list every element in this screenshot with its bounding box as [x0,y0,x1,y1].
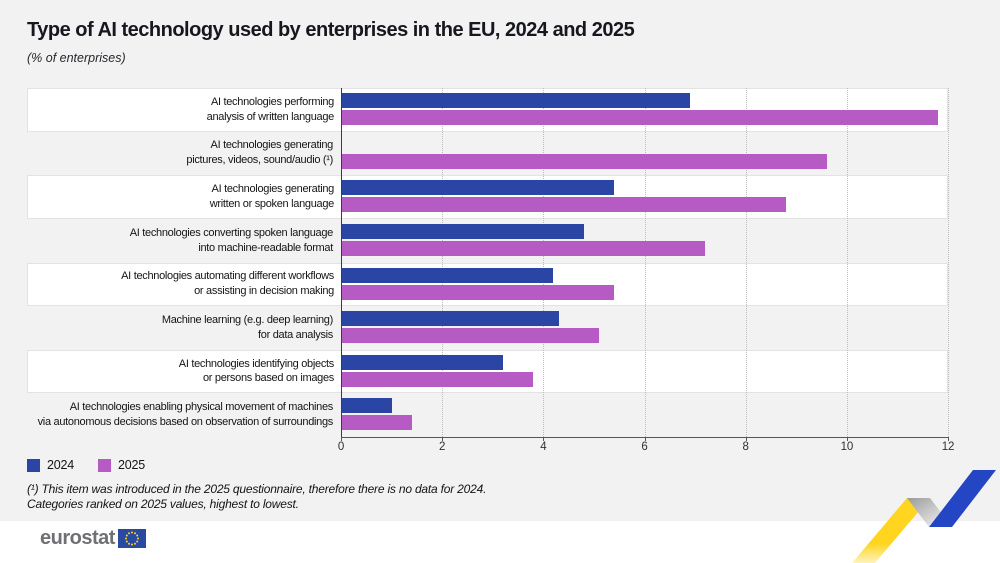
bar-2024 [341,223,584,239]
footer-strip [0,521,1000,563]
bar-2024 [341,180,615,196]
axis-tick [543,437,545,441]
legend-swatch-2025 [98,458,112,472]
bar-2025 [341,110,938,125]
bar-chart: AI technologies performing analysis of wr… [27,88,954,453]
axis-tick [442,437,444,441]
gridline [948,88,949,437]
axis-tick [644,437,646,441]
y-axis-line [341,88,342,437]
legend: 2024 2025 [27,458,145,472]
gridline [543,88,545,437]
gridline [644,88,646,437]
category-label: AI technologies generating written or spo… [209,183,335,211]
x-tick-label: 8 [742,441,749,453]
bar-2025 [341,371,534,387]
bar-2025 [341,328,599,344]
axis-tick [846,437,848,441]
bar-2025 [341,415,412,431]
trend-ribbon-icon [852,470,996,563]
x-tick-label: 6 [641,441,648,453]
eu-flag-icon [117,529,146,548]
bar-2025 [341,153,827,169]
gridline [846,88,848,437]
bar-2025 [341,284,615,300]
x-tick-label: 10 [840,441,854,453]
legend-label: 2024 [47,458,75,472]
category-row: AI technologies generating pictures, vide… [27,132,948,176]
category-label: AI technologies converting spoken langua… [129,226,334,254]
page-subtitle: (% of enterprises) [27,51,126,65]
category-label: AI technologies performing analysis of wr… [206,95,335,123]
axis-tick [341,437,342,441]
eu-flag-stars [124,531,139,546]
bar-2024 [341,93,691,108]
legend-item-2024: 2024 [27,458,74,472]
x-tick-label: 4 [540,441,547,453]
category-row: AI technologies converting spoken langua… [27,219,948,263]
axis-tick [948,437,949,441]
footnote-1: (¹) This item was introduced in the 2025… [27,482,487,496]
category-row: Machine learning (e.g. deep learning) for… [27,306,948,350]
legend-label: 2025 [118,458,146,472]
bar-2025 [341,240,706,256]
bar-2025 [341,197,787,213]
bar-2024 [341,398,392,414]
x-tick-label: 0 [337,441,345,453]
category-label: AI technologies automating different wor… [121,270,334,298]
category-label: AI technologies enabling physical moveme… [37,401,334,429]
legend-item-2025: 2025 [98,458,145,472]
axis-tick [745,437,747,441]
legend-swatch-2024 [27,458,40,472]
eurostat-logo-text: eurostat [40,527,115,549]
category-label: Machine learning (e.g. deep learning) for… [161,314,333,341]
bar-2024 [341,311,559,327]
x-axis-line [341,437,948,438]
category-label: AI technologies identifying objects or pe… [178,357,335,385]
x-tick-label: 2 [439,441,446,453]
bar-2024 [341,354,503,370]
category-label: AI technologies generating pictures, vide… [186,139,333,167]
footnote-2: Categories ranked on 2025 values, highes… [27,497,299,511]
bar-2024 [341,267,554,283]
category-row: AI technologies enabling physical moveme… [27,393,948,437]
page-title: Type of AI technology used by enterprise… [27,19,635,41]
x-tick-label: 12 [941,441,955,453]
gridline [745,88,747,437]
gridline [442,88,444,437]
eurostat-logo: eurostat [40,527,146,550]
